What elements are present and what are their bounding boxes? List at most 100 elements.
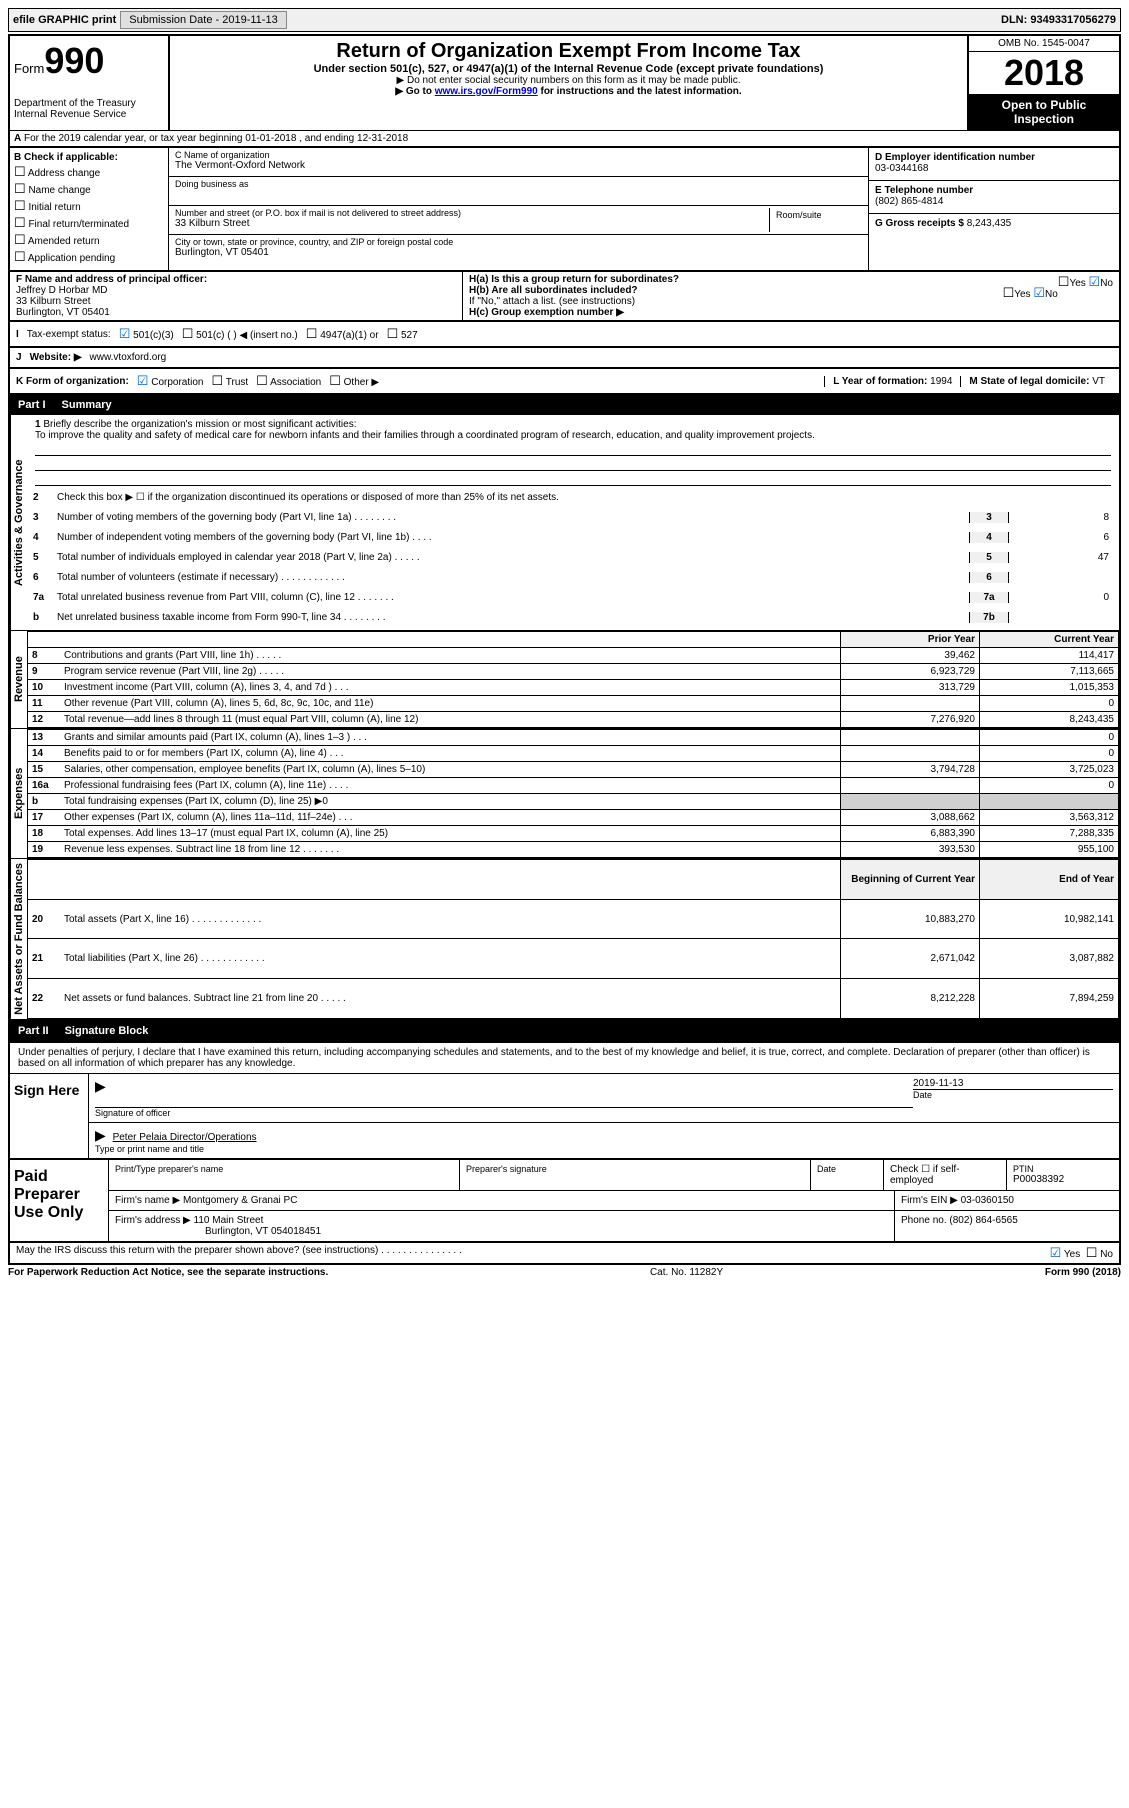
form-subtitle-1: Under section 501(c), 527, or 4947(a)(1)… [178,63,959,75]
irs-link[interactable]: www.irs.gov/Form990 [435,86,538,97]
mission-block: 1 Briefly describe the organization's mi… [27,415,1119,490]
cb-address-change[interactable]: Address change [14,164,164,180]
cb-trust[interactable]: Trust [211,373,248,389]
year-formation: L Year of formation: 1994 [824,376,960,387]
city-cell: City or town, state or province, country… [169,235,868,263]
section-c: C Name of organization The Vermont-Oxfor… [169,148,868,270]
part-1-body: Activities & Governance 1 Briefly descri… [8,415,1121,1021]
address-cell: Number and street (or P.O. box if mail i… [169,206,868,235]
rev-line-11: 11Other revenue (Part VIII, column (A), … [28,696,1119,712]
website-row: J Website: ▶ www.vtoxford.org [8,346,1121,367]
efile-label: efile GRAPHIC print [13,14,116,26]
net-line-22: 22Net assets or fund balances. Subtract … [28,979,1119,1019]
cb-amended-return[interactable]: Amended return [14,232,164,248]
section-b-checkboxes: B Check if applicable: Address change Na… [10,148,169,270]
exp-line-16a: 16aProfessional fundraising fees (Part I… [28,778,1119,794]
dln-label: DLN: 93493317056279 [1001,14,1116,26]
cb-initial-return[interactable]: Initial return [14,198,164,214]
line-2: 2Check this box ▶ ☐ if the organization … [27,490,1119,510]
preparer-name-field: Print/Type preparer's name [109,1160,460,1190]
expenses-table: 13Grants and similar amounts paid (Part … [27,729,1119,858]
cb-application-pending[interactable]: Application pending [14,249,164,265]
officer-name-field: ▶ Peter Pelaia Director/Operations Type … [95,1127,1113,1154]
principal-officer: F Name and address of principal officer:… [10,272,463,320]
cb-final-return[interactable]: Final return/terminated [14,215,164,231]
org-name-cell: C Name of organization The Vermont-Oxfor… [169,148,868,177]
gov-line-4: 4Number of independent voting members of… [27,530,1119,550]
preparer-signature-field[interactable]: Preparer's signature [460,1160,811,1190]
dept-label: Department of the Treasury Internal Reve… [14,98,164,120]
gov-line-6: 6Total number of volunteers (estimate if… [27,570,1119,590]
paid-preparer-block: Paid Preparer Use Only Print/Type prepar… [8,1160,1121,1243]
header-center: Return of Organization Exempt From Incom… [170,36,969,130]
submission-date-button[interactable]: Submission Date - 2019-11-13 [120,11,286,29]
page-footer: For Paperwork Reduction Act Notice, see … [8,1265,1121,1280]
gov-line-b: bNet unrelated business taxable income f… [27,610,1119,630]
officer-signature-field[interactable]: ▶ Signature of officer [95,1078,913,1118]
cb-501c3[interactable]: 501(c)(3) [119,326,174,342]
cb-501c[interactable]: 501(c) ( ) ◀ (insert no.) [182,326,298,342]
label-net-assets: Net Assets or Fund Balances [10,859,27,1019]
row-a-tax-year: A For the 2019 calendar year, or tax yea… [8,130,1121,146]
paid-preparer-label: Paid Preparer Use Only [10,1160,109,1241]
exp-line-13: 13Grants and similar amounts paid (Part … [28,730,1119,746]
cb-corporation[interactable]: Corporation [137,373,204,389]
cb-4947[interactable]: 4947(a)(1) or [306,326,379,342]
form-subtitle-3: ▶ Go to www.irs.gov/Form990 for instruct… [178,86,959,97]
form-title: Return of Organization Exempt From Incom… [178,40,959,63]
cb-discuss-yes[interactable]: Yes [1050,1245,1081,1261]
tax-year: 2018 [969,52,1119,94]
net-assets-table: Beginning of Current Year End of Year 20… [27,859,1119,1019]
form-subtitle-2: ▶ Do not enter social security numbers o… [178,75,959,86]
tax-exempt-status-row: I Tax-exempt status: 501(c)(3) 501(c) ( … [8,320,1121,346]
label-revenue: Revenue [10,631,27,728]
footer-left: For Paperwork Reduction Act Notice, see … [8,1267,328,1278]
perjury-declaration: Under penalties of perjury, I declare th… [10,1043,1119,1073]
self-employed-check[interactable]: Check ☐ if self-employed [884,1160,1007,1190]
signature-date: 2019-11-13 Date [913,1078,1113,1118]
exp-line-b: bTotal fundraising expenses (Part IX, co… [28,794,1119,810]
firm-ein-field: Firm's EIN ▶ 03-0360150 [895,1191,1119,1210]
group-return: H(a) Is this a group return for subordin… [463,272,1119,320]
label-expenses: Expenses [10,729,27,858]
inspection-notice: Open to Public Inspection [969,94,1119,130]
exp-line-15: 15Salaries, other compensation, employee… [28,762,1119,778]
net-line-21: 21Total liabilities (Part X, line 26) . … [28,939,1119,979]
net-line-20: 20Total assets (Part X, line 16) . . . .… [28,899,1119,939]
footer-center: Cat. No. 11282Y [328,1267,1045,1278]
phone-cell: E Telephone number (802) 865-4814 [869,181,1119,214]
ein-cell: D Employer identification number 03-0344… [869,148,1119,181]
cb-discuss-no[interactable]: No [1086,1245,1113,1261]
header-right: OMB No. 1545-0047 2018 Open to Public In… [969,36,1119,130]
section-b: B Check if applicable: Address change Na… [8,146,1121,270]
rev-line-8: 8Contributions and grants (Part VIII, li… [28,648,1119,664]
revenue-table: Prior Year Current Year 8Contributions a… [27,631,1119,728]
irs-discuss-row: May the IRS discuss this return with the… [8,1243,1121,1265]
firm-phone-field: Phone no. (802) 864-6565 [895,1211,1119,1241]
form-header: Form990 Department of the Treasury Inter… [8,34,1121,130]
part-1-header: Part I Summary [8,395,1121,415]
cb-association[interactable]: Association [256,373,321,389]
row-f-h: F Name and address of principal officer:… [8,270,1121,320]
gov-line-5: 5Total number of individuals employed in… [27,550,1119,570]
preparer-date-field: Date [811,1160,884,1190]
label-activities-governance: Activities & Governance [10,415,27,630]
row-k: K Form of organization: Corporation Trus… [8,367,1121,395]
gov-line-7a: 7aTotal unrelated business revenue from … [27,590,1119,610]
part-2-header: Part II Signature Block [8,1021,1121,1041]
form-number: Form990 [14,40,164,82]
state-domicile: M State of legal domicile: VT [960,376,1113,387]
cb-other[interactable]: Other ▶ [329,373,379,389]
gross-receipts-cell: G Gross receipts $ 8,243,435 [869,214,1119,246]
cb-name-change[interactable]: Name change [14,181,164,197]
exp-line-19: 19Revenue less expenses. Subtract line 1… [28,842,1119,858]
rev-line-10: 10Investment income (Part VIII, column (… [28,680,1119,696]
header-left: Form990 Department of the Treasury Inter… [10,36,170,130]
omb-number: OMB No. 1545-0047 [969,36,1119,52]
cb-527[interactable]: 527 [387,326,418,342]
section-d-e-g: D Employer identification number 03-0344… [868,148,1119,270]
dba-cell: Doing business as [169,177,868,206]
sign-here-label: Sign Here [10,1074,89,1158]
exp-line-14: 14Benefits paid to or for members (Part … [28,746,1119,762]
exp-line-18: 18Total expenses. Add lines 13–17 (must … [28,826,1119,842]
